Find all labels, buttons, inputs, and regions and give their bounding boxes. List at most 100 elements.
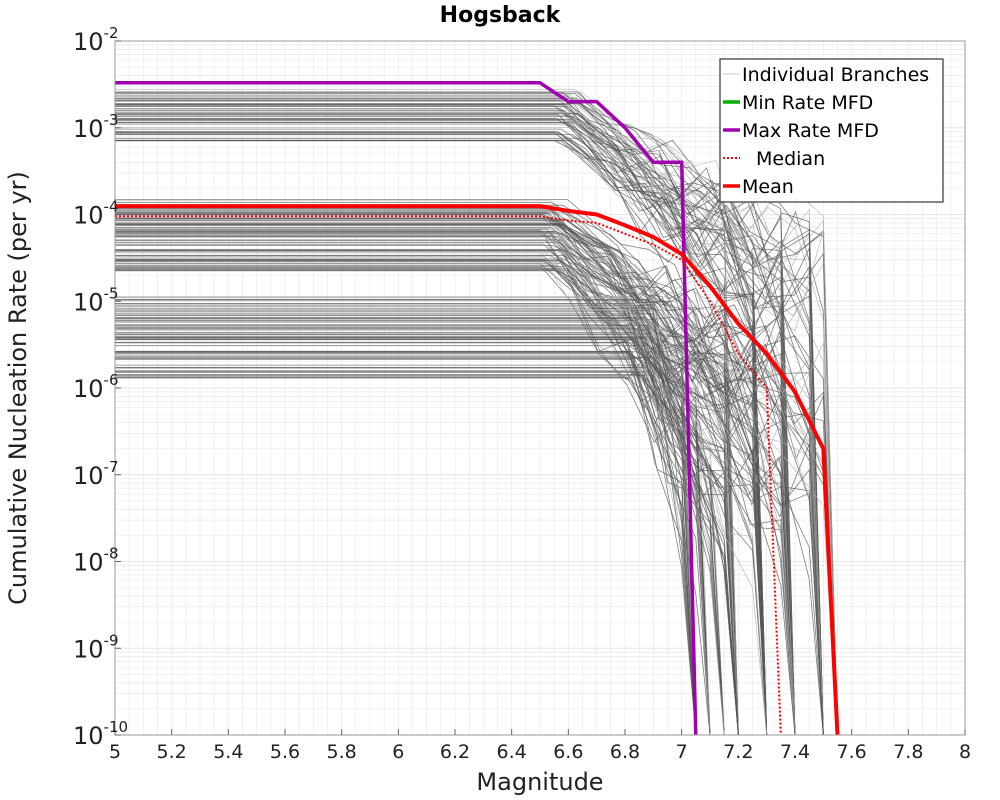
branch-line	[115, 112, 739, 736]
branch-line	[115, 351, 697, 736]
series-line-max-rate-mfd	[115, 81, 698, 736]
branch-line	[115, 299, 768, 736]
branch-line	[115, 357, 796, 736]
branch-line	[115, 103, 739, 736]
branch-line	[115, 94, 824, 736]
legend: Individual Branches Min Rate MFD Max Rate …	[719, 58, 944, 203]
branch-line	[115, 131, 768, 736]
legend-box	[719, 58, 944, 203]
branch-line	[115, 350, 697, 736]
x-ticks: 5 5.2 5.4 5.6 5.8 6 6.2 6.4 6.6 6.8 7 7.2 7.4 7.6 7.8 8	[109, 729, 971, 763]
branch-line	[115, 99, 768, 736]
x-tick-label: 6.6	[553, 741, 583, 763]
branch-line	[115, 351, 824, 736]
branch-line	[115, 334, 796, 736]
branch-line	[115, 249, 711, 736]
branch-line	[115, 132, 768, 736]
branch-line	[115, 101, 824, 736]
legend-label: Median	[756, 148, 825, 170]
branch-line	[115, 267, 697, 736]
individual-branches	[115, 88, 838, 736]
branch-line	[115, 243, 796, 736]
x-tick-label: 7.4	[780, 741, 810, 763]
x-axis-label: Magnitude	[476, 768, 603, 796]
branch-line	[115, 331, 824, 736]
branch-line	[115, 219, 824, 736]
y-tick-label: 10-5	[73, 284, 119, 316]
x-tick-label: 5.4	[213, 741, 243, 763]
branch-line	[115, 140, 824, 736]
branch-line	[115, 370, 768, 736]
branch-line	[115, 296, 796, 736]
branch-line	[115, 212, 796, 736]
x-tick-label: 5.2	[157, 741, 187, 763]
branch-line	[115, 367, 739, 736]
branch-line	[115, 259, 768, 736]
y-tick-label: 10-10	[73, 718, 128, 750]
branch-line	[115, 314, 725, 736]
branch-line	[115, 318, 824, 736]
y-axis-label: Cumulative Nucleation Rate (per yr)	[4, 171, 32, 605]
y-tick-label: 10-7	[73, 458, 119, 490]
branch-line	[115, 92, 824, 736]
x-tick-label: 7.2	[723, 741, 753, 763]
y-tick-label: 10-3	[73, 111, 119, 143]
x-tick-label: 7	[676, 741, 688, 763]
branch-line	[115, 270, 796, 736]
branch-line	[115, 352, 697, 736]
branch-line	[115, 317, 796, 736]
branch-line	[115, 313, 697, 736]
branch-line	[115, 95, 838, 736]
y-ticks: 10-2 10-3 10-4 10-5 10-6 10-7 10-8 10-9 10-10	[73, 24, 128, 750]
branch-line	[115, 108, 838, 736]
x-tick-label: 6	[392, 741, 404, 763]
series-line-mean	[115, 204, 840, 736]
branch-line	[115, 140, 796, 736]
branch-line	[115, 329, 739, 736]
branch-line	[115, 140, 838, 736]
x-tick-label: 6.4	[497, 741, 527, 763]
x-tick-label: 5.8	[327, 741, 357, 763]
branch-line	[115, 127, 796, 736]
x-tick-label: 7.8	[893, 741, 923, 763]
branch-line	[115, 319, 711, 736]
branch-line	[115, 204, 796, 736]
branch-line	[115, 207, 824, 736]
legend-label: Max Rate MFD	[742, 120, 879, 142]
branch-line	[115, 119, 768, 736]
branch-line	[115, 320, 725, 736]
x-tick-label: 7.6	[837, 741, 867, 763]
y-tick-label: 10-9	[73, 631, 119, 663]
branch-line	[115, 98, 824, 736]
branch-line	[115, 311, 697, 736]
branch-line	[115, 327, 768, 736]
y-tick-label: 10-8	[73, 545, 119, 577]
branch-line	[115, 320, 824, 736]
branch-line	[115, 317, 824, 736]
series-lines	[115, 81, 840, 736]
branch-line	[115, 252, 838, 736]
y-tick-label: 10-6	[73, 371, 119, 403]
branch-line	[115, 110, 838, 736]
branch-line	[115, 134, 824, 736]
branch-line	[115, 97, 824, 736]
branch-line	[115, 328, 697, 736]
branch-line	[115, 222, 697, 736]
x-tick-label: 6.2	[440, 741, 470, 763]
y-tick-label: 10-4	[73, 198, 119, 230]
branch-line	[115, 103, 824, 736]
branch-line	[115, 115, 824, 736]
x-tick-label: 8	[959, 741, 971, 763]
x-tick-label: 5.6	[270, 741, 300, 763]
legend-label: Min Rate MFD	[742, 92, 873, 114]
branch-line	[115, 88, 824, 736]
legend-label: Individual Branches	[742, 64, 929, 86]
branch-line	[115, 339, 824, 736]
branch-line	[115, 299, 768, 736]
branch-line	[115, 357, 739, 736]
branch-line	[115, 336, 725, 736]
branch-line	[115, 296, 824, 736]
branch-line	[115, 337, 768, 736]
x-tick-label: 5	[109, 741, 121, 763]
